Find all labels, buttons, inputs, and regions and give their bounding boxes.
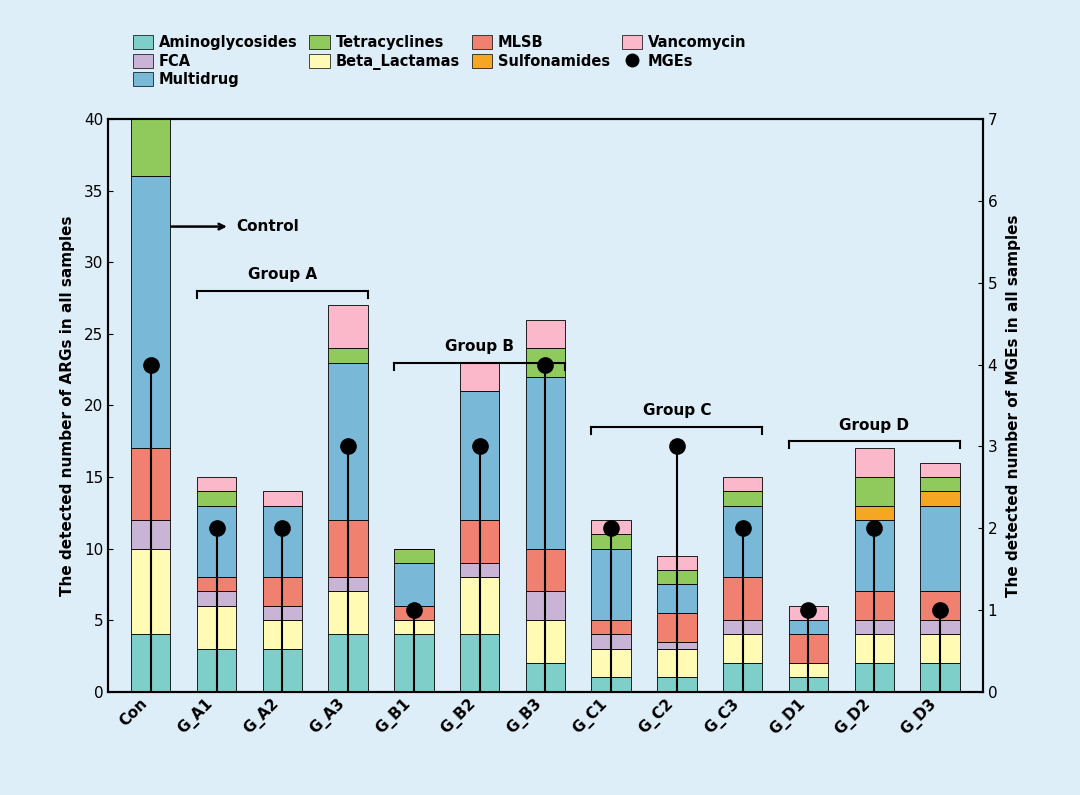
- Bar: [526, 620, 565, 663]
- Bar: [197, 577, 237, 591]
- Bar: [526, 348, 565, 377]
- Bar: [197, 506, 237, 577]
- Bar: [788, 663, 828, 677]
- Bar: [131, 549, 171, 634]
- Bar: [920, 663, 960, 692]
- Bar: [460, 363, 499, 391]
- Bar: [658, 649, 697, 677]
- Bar: [920, 491, 960, 506]
- Bar: [131, 520, 171, 549]
- Bar: [328, 577, 368, 591]
- Bar: [854, 520, 894, 591]
- Bar: [460, 577, 499, 634]
- Bar: [394, 606, 433, 620]
- Bar: [592, 520, 631, 534]
- Bar: [658, 570, 697, 584]
- Bar: [328, 363, 368, 520]
- Bar: [262, 577, 302, 606]
- Bar: [328, 591, 368, 634]
- Bar: [262, 606, 302, 620]
- Text: Group A: Group A: [247, 267, 316, 282]
- Bar: [328, 634, 368, 692]
- Bar: [723, 577, 762, 620]
- Bar: [658, 584, 697, 613]
- Bar: [854, 506, 894, 520]
- Bar: [854, 477, 894, 506]
- Bar: [723, 477, 762, 491]
- Legend: Aminoglycosides, FCA, Multidrug, Tetracyclines, Beta_Lactamas, MLSB, Sulfonamide: Aminoglycosides, FCA, Multidrug, Tetracy…: [133, 35, 746, 87]
- Bar: [920, 506, 960, 591]
- Bar: [197, 649, 237, 692]
- Bar: [854, 663, 894, 692]
- Bar: [460, 634, 499, 692]
- Bar: [394, 620, 433, 634]
- Bar: [262, 491, 302, 506]
- Bar: [131, 634, 171, 692]
- Bar: [526, 663, 565, 692]
- Bar: [723, 620, 762, 634]
- Bar: [131, 176, 171, 448]
- Y-axis label: The detected number of MGEs in all samples: The detected number of MGEs in all sampl…: [1005, 214, 1021, 597]
- Bar: [658, 642, 697, 649]
- Bar: [131, 119, 171, 176]
- Bar: [394, 549, 433, 563]
- Bar: [920, 591, 960, 620]
- Bar: [788, 606, 828, 620]
- Bar: [526, 549, 565, 591]
- Bar: [592, 677, 631, 692]
- Bar: [723, 491, 762, 506]
- Bar: [592, 534, 631, 549]
- Bar: [788, 620, 828, 634]
- Bar: [526, 377, 565, 549]
- Bar: [197, 591, 237, 606]
- Bar: [920, 620, 960, 634]
- Y-axis label: The detected number of ARGs in all samples: The detected number of ARGs in all sampl…: [60, 215, 76, 595]
- Bar: [658, 613, 697, 642]
- Bar: [723, 506, 762, 577]
- Bar: [460, 391, 499, 520]
- Bar: [262, 649, 302, 692]
- Bar: [854, 591, 894, 620]
- Bar: [262, 506, 302, 577]
- Bar: [394, 634, 433, 692]
- Bar: [592, 649, 631, 677]
- Bar: [262, 620, 302, 649]
- Bar: [592, 634, 631, 649]
- Bar: [723, 663, 762, 692]
- Bar: [328, 348, 368, 363]
- Bar: [328, 520, 368, 577]
- Bar: [658, 556, 697, 570]
- Bar: [658, 677, 697, 692]
- Bar: [197, 606, 237, 649]
- Bar: [788, 634, 828, 663]
- Bar: [723, 634, 762, 663]
- Bar: [131, 91, 171, 119]
- Bar: [197, 491, 237, 506]
- Bar: [854, 620, 894, 634]
- Bar: [328, 305, 368, 348]
- Bar: [854, 634, 894, 663]
- Bar: [131, 448, 171, 520]
- Bar: [920, 634, 960, 663]
- Bar: [788, 677, 828, 692]
- Text: Group C: Group C: [643, 403, 712, 418]
- Text: Group D: Group D: [839, 417, 909, 432]
- Bar: [920, 463, 960, 477]
- Bar: [920, 477, 960, 491]
- Bar: [197, 477, 237, 491]
- Bar: [460, 520, 499, 563]
- Text: Control: Control: [237, 219, 299, 234]
- Bar: [592, 620, 631, 634]
- Bar: [526, 320, 565, 348]
- Text: Group B: Group B: [445, 339, 514, 354]
- Bar: [592, 549, 631, 620]
- Bar: [460, 563, 499, 577]
- Bar: [854, 448, 894, 477]
- Bar: [526, 591, 565, 620]
- Bar: [394, 563, 433, 606]
